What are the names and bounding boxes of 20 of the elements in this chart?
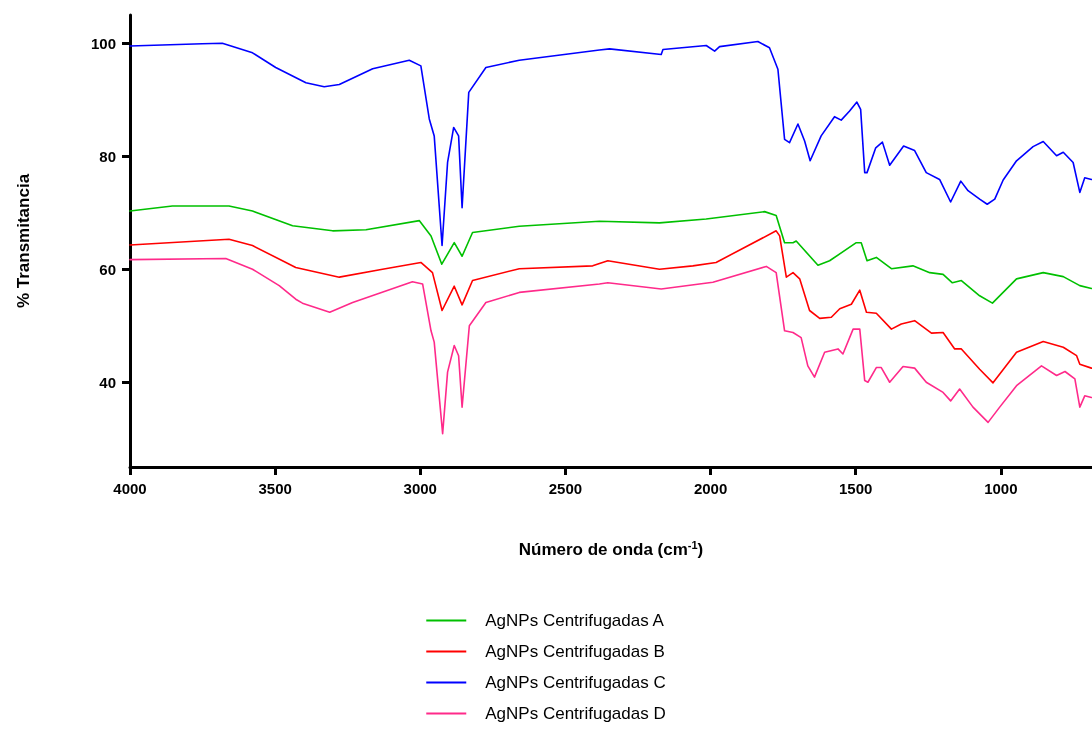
line-series	[129, 40, 1092, 247]
legend-label: AgNPs Centrifugadas D	[485, 704, 666, 723]
y-tick-label: 100	[90, 34, 116, 52]
legend-label: AgNPs Centrifugadas B	[485, 642, 665, 661]
legend-label: AgNPs Centrifugadas C	[485, 673, 666, 692]
x-tick-label: 3500	[258, 480, 292, 497]
x-tick-label: 2000	[693, 480, 728, 497]
y-tick-label: 40	[99, 373, 116, 391]
x-tick-label: 4000	[113, 480, 147, 497]
x-tick-label: 1000	[984, 480, 1018, 497]
y-tick-label: 80	[99, 147, 116, 165]
line-series	[129, 230, 1092, 384]
legend-label: AgNPs Centrifugadas A	[485, 611, 665, 630]
x-tick-label: 2500	[548, 480, 583, 497]
x-tick-label: 1500	[839, 480, 873, 497]
line-series	[129, 205, 1092, 304]
y-tick-label: 60	[99, 260, 116, 278]
x-tick-label: 3000	[403, 480, 437, 497]
y-axis-title: % Transmitancia	[14, 173, 33, 309]
line-series	[129, 257, 1092, 435]
